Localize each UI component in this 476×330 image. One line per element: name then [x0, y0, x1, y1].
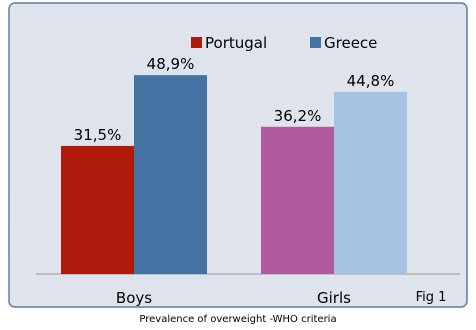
legend: Portugal Greece: [191, 34, 377, 52]
bar-portugal-boys: [61, 145, 134, 274]
legend-label-greece: Greece: [324, 34, 377, 52]
data-label-portugal-boys: 31,5%: [74, 126, 122, 144]
x-tick-label-boys: Boys: [116, 289, 152, 307]
data-label-greece-girls: 44,8%: [347, 72, 395, 90]
x-tick-labels: Boys Girls: [116, 289, 351, 307]
legend-label-portugal: Portugal: [205, 34, 267, 52]
data-label-portugal-girls: 36,2%: [274, 107, 322, 125]
chart-caption: Prevalence of overweight -WHO criteria: [139, 314, 336, 325]
legend-swatch-greece: [310, 37, 321, 48]
x-tick-label-girls: Girls: [317, 289, 351, 307]
bar-greece-girls: [334, 91, 407, 275]
data-labels: 31,5% 48,9% 36,2% 44,8%: [74, 55, 395, 144]
data-label-greece-boys: 48,9%: [147, 55, 195, 73]
bar-portugal-girls: [261, 126, 334, 274]
legend-swatch-portugal: [191, 37, 202, 48]
figure-tag: Fig 1: [416, 290, 447, 305]
bar-greece-boys: [134, 75, 207, 274]
bars: [61, 75, 407, 275]
